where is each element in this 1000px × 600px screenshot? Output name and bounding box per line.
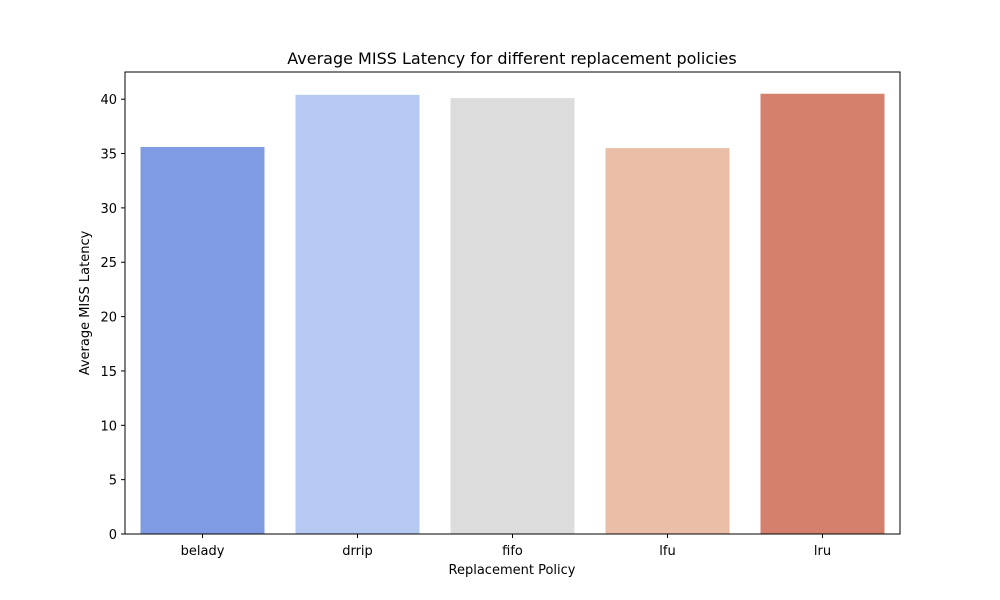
bars-group [140,93,885,534]
x-tick-label: fifo [502,544,523,559]
chart-title: Average MISS Latency for different repla… [287,49,736,68]
y-tick-label: 20 [100,311,117,326]
y-axis-label: Average MISS Latency [78,230,93,375]
x-tick-label: lfu [659,544,675,559]
y-tick-label: 15 [100,365,117,380]
bar-lru [760,93,885,534]
bar-drrip [295,94,420,534]
y-tick-label: 35 [100,148,117,163]
y-tick-label: 40 [100,93,117,108]
x-axis-label: Replacement Policy [449,563,576,578]
bar-belady [140,147,265,534]
y-axis-ticks: 0 5 10 15 20 25 30 35 40 [100,93,125,543]
y-tick-label: 25 [100,256,117,271]
x-tick-label: lru [814,544,831,559]
x-tick-label: drrip [342,544,373,559]
y-tick-label: 0 [109,528,117,543]
y-tick-label: 10 [100,419,117,434]
y-tick-label: 30 [100,202,117,217]
x-tick-label: belady [181,544,225,559]
bar-lfu [605,148,730,534]
x-axis-ticks: belady drrip fifo lfu lru [181,534,831,559]
bar-fifo [450,98,575,534]
plot-frame [124,71,901,535]
y-tick-label: 5 [109,474,117,489]
